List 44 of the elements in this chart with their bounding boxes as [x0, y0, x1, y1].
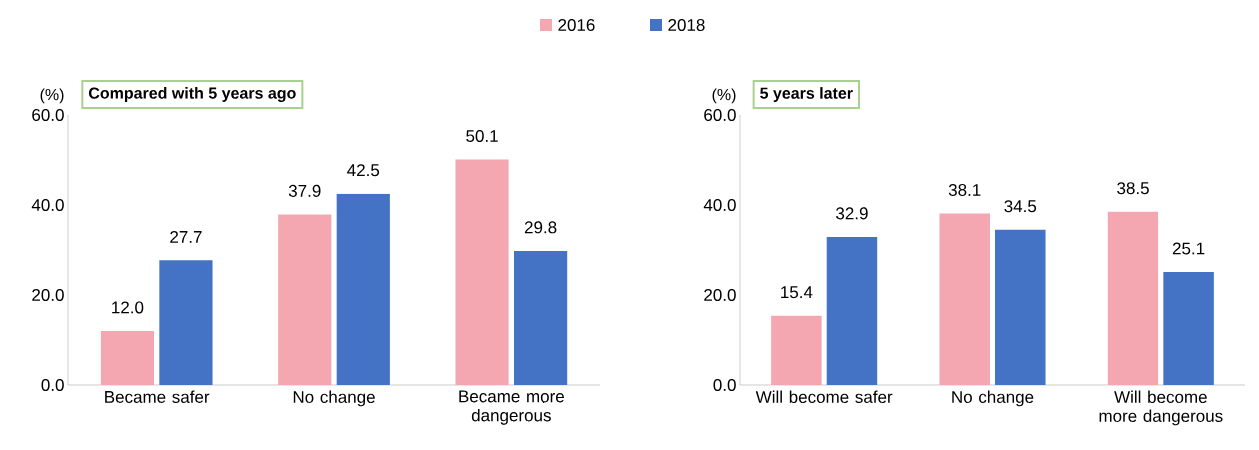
bar [278, 214, 332, 385]
bar [514, 250, 568, 385]
bar [826, 236, 878, 385]
x-tick-label: Became more dangerous [459, 390, 564, 425]
data-label: 37.9 [288, 184, 321, 197]
y-tick-label: 60.0 [32, 108, 64, 122]
data-label: 38.1 [948, 183, 981, 197]
x-tick-label: Became safer [105, 390, 210, 403]
data-label: 27.7 [170, 230, 202, 243]
y-tick-label: 0.0 [41, 378, 64, 392]
legend-label: 2018 [668, 18, 705, 32]
data-label: 32.9 [836, 207, 868, 220]
y-tick-label: 0.0 [713, 378, 736, 392]
data-label: 34.5 [1004, 200, 1037, 213]
data-label: 38.5 [1117, 182, 1149, 195]
chart-title: 5 years later [760, 87, 853, 102]
y-tick-label: 60.0 [704, 108, 736, 122]
bar [1107, 211, 1159, 385]
data-label: 25.1 [1172, 242, 1205, 255]
bar [455, 159, 509, 385]
data-label: 15.4 [781, 286, 813, 299]
x-tick-label: Will become more dangerous [1099, 390, 1223, 426]
bar [939, 213, 990, 385]
y-axis-title: (%) [40, 88, 64, 104]
bar [100, 330, 155, 385]
y-tick-label: 40.0 [31, 198, 64, 212]
data-label: 12.0 [112, 301, 144, 314]
bar [336, 193, 390, 385]
y-axis-title: (%) [712, 88, 736, 104]
legend-label: 2016 [558, 18, 595, 32]
y-tick-label: 20.0 [704, 288, 736, 302]
y-tick-label: 20.0 [32, 288, 64, 302]
data-label: 50.1 [466, 129, 498, 143]
data-label: 42.5 [347, 164, 380, 177]
chart-title: Compared with 5 years ago [88, 87, 296, 102]
x-tick-label: No change [293, 390, 375, 407]
y-tick-label: 40.0 [703, 198, 736, 212]
x-tick-label: Will become safer [755, 390, 893, 404]
bar [159, 260, 213, 385]
bar [771, 315, 822, 385]
x-tick-label: No change [952, 390, 1034, 407]
bar [1163, 272, 1214, 385]
bar [995, 229, 1046, 385]
data-label: 29.8 [524, 221, 557, 234]
